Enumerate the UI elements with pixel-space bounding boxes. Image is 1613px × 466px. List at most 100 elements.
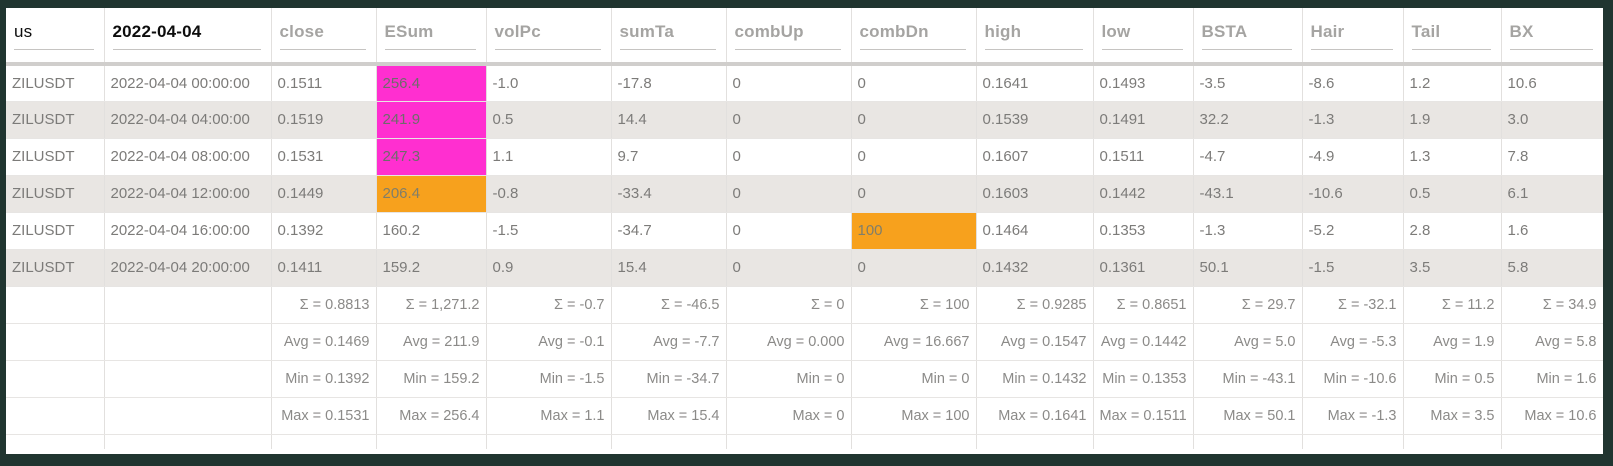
- grid-cell[interactable]: 9.7: [611, 138, 727, 176]
- grid-cell[interactable]: -34.7: [611, 212, 727, 250]
- column-header-combdn[interactable]: combDn: [851, 8, 977, 66]
- grid-cell[interactable]: 0.1511: [1093, 138, 1194, 176]
- grid-cell[interactable]: -1.3: [1193, 212, 1303, 250]
- grid-cell[interactable]: -1.5: [486, 212, 612, 250]
- grid-cell[interactable]: 2022-04-04 08:00:00: [104, 138, 272, 176]
- grid-cell[interactable]: 2022-04-04 12:00:00: [104, 175, 272, 213]
- grid-cell[interactable]: 1.9: [1403, 101, 1502, 139]
- grid-cell[interactable]: ZILUSDT: [6, 175, 105, 213]
- grid-cell[interactable]: -43.1: [1193, 175, 1303, 213]
- grid-cell[interactable]: -1.0: [486, 64, 612, 102]
- column-header-sumta[interactable]: sumTa: [611, 8, 727, 66]
- grid-cell-highlight-orange[interactable]: 100: [851, 212, 977, 250]
- grid-cell-highlight-magenta[interactable]: 247.3: [376, 138, 487, 176]
- grid-cell[interactable]: 0.1491: [1093, 101, 1194, 139]
- grid-cell[interactable]: 32.2: [1193, 101, 1303, 139]
- grid-cell[interactable]: -1.5: [1302, 249, 1404, 287]
- column-header-esum[interactable]: ESum: [376, 8, 487, 66]
- grid-cell-highlight-magenta[interactable]: 256.4: [376, 64, 487, 102]
- grid-cell[interactable]: 3.5: [1403, 249, 1502, 287]
- column-header-hair[interactable]: Hair: [1302, 8, 1404, 66]
- grid-cell[interactable]: 0: [726, 101, 852, 139]
- grid-cell[interactable]: 159.2: [376, 249, 487, 287]
- grid-cell[interactable]: ZILUSDT: [6, 212, 105, 250]
- grid-cell[interactable]: -4.9: [1302, 138, 1404, 176]
- grid-cell[interactable]: 3.0: [1501, 101, 1603, 139]
- grid-cell[interactable]: 0: [851, 249, 977, 287]
- grid-cell[interactable]: 0.1539: [976, 101, 1094, 139]
- grid-cell[interactable]: -0.8: [486, 175, 612, 213]
- grid-cell[interactable]: ZILUSDT: [6, 101, 105, 139]
- grid-cell[interactable]: 5.8: [1501, 249, 1603, 287]
- grid-cell[interactable]: -5.2: [1302, 212, 1404, 250]
- grid-cell[interactable]: 0.1353: [1093, 212, 1194, 250]
- grid-cell[interactable]: -3.5: [1193, 64, 1303, 102]
- grid-cell[interactable]: -8.6: [1302, 64, 1404, 102]
- column-header-combup[interactable]: combUp: [726, 8, 852, 66]
- grid-cell[interactable]: -33.4: [611, 175, 727, 213]
- grid-cell[interactable]: 0.1361: [1093, 249, 1194, 287]
- grid-cell[interactable]: 0: [851, 138, 977, 176]
- grid-cell[interactable]: 6.1: [1501, 175, 1603, 213]
- grid-cell[interactable]: 0: [726, 175, 852, 213]
- grid-cell[interactable]: -4.7: [1193, 138, 1303, 176]
- filter-header-us[interactable]: us: [6, 8, 105, 66]
- grid-cell[interactable]: 160.2: [376, 212, 487, 250]
- grid-cell[interactable]: 0.5: [486, 101, 612, 139]
- filter-input-value[interactable]: us: [14, 22, 33, 41]
- grid-cell[interactable]: -17.8: [611, 64, 727, 102]
- column-header-low[interactable]: low: [1093, 8, 1194, 66]
- grid-cell[interactable]: 1.2: [1403, 64, 1502, 102]
- grid-cell[interactable]: 14.4: [611, 101, 727, 139]
- grid-cell[interactable]: 10.6: [1501, 64, 1603, 102]
- grid-cell-highlight-orange[interactable]: 206.4: [376, 175, 487, 213]
- column-header-bsta[interactable]: BSTA: [1193, 8, 1303, 66]
- grid-cell[interactable]: 0.1603: [976, 175, 1094, 213]
- grid-cell[interactable]: 0: [726, 138, 852, 176]
- grid-cell[interactable]: ZILUSDT: [6, 64, 105, 102]
- column-header-high[interactable]: high: [976, 8, 1094, 66]
- column-header-volpc[interactable]: volPc: [486, 8, 612, 66]
- grid-cell[interactable]: 15.4: [611, 249, 727, 287]
- grid-cell[interactable]: 0.9: [486, 249, 612, 287]
- grid-cell[interactable]: -1.3: [1302, 101, 1404, 139]
- grid-cell[interactable]: 50.1: [1193, 249, 1303, 287]
- grid-cell[interactable]: 0.1641: [976, 64, 1094, 102]
- grid-cell[interactable]: 2022-04-04 04:00:00: [104, 101, 272, 139]
- filter-input-value[interactable]: 2022-04-04: [112, 22, 202, 41]
- grid-cell[interactable]: 0.1519: [271, 101, 377, 139]
- grid-cell[interactable]: 2022-04-04 20:00:00: [104, 249, 272, 287]
- grid-cell[interactable]: 7.8: [1501, 138, 1603, 176]
- grid-cell[interactable]: 0.1511: [271, 64, 377, 102]
- grid-cell[interactable]: ZILUSDT: [6, 249, 105, 287]
- grid-cell[interactable]: 2.8: [1403, 212, 1502, 250]
- grid-cell[interactable]: 1.1: [486, 138, 612, 176]
- grid-cell[interactable]: 0.1392: [271, 212, 377, 250]
- column-header-close[interactable]: close: [271, 8, 377, 66]
- grid-cell[interactable]: 0.1442: [1093, 175, 1194, 213]
- grid-cell[interactable]: 0.1607: [976, 138, 1094, 176]
- grid-cell[interactable]: 1.6: [1501, 212, 1603, 250]
- column-header-bx[interactable]: BX: [1501, 8, 1603, 66]
- grid-cell[interactable]: 0: [726, 249, 852, 287]
- grid-cell[interactable]: 0.1449: [271, 175, 377, 213]
- grid-cell[interactable]: 0.1432: [976, 249, 1094, 287]
- grid-cell[interactable]: 0.5: [1403, 175, 1502, 213]
- grid-cell[interactable]: 0.1531: [271, 138, 377, 176]
- grid-cell[interactable]: 0.1464: [976, 212, 1094, 250]
- grid-cell[interactable]: -10.6: [1302, 175, 1404, 213]
- grid-cell[interactable]: 2022-04-04 16:00:00: [104, 212, 272, 250]
- grid-cell[interactable]: 0: [851, 175, 977, 213]
- grid-cell[interactable]: 0: [851, 64, 977, 102]
- grid-cell[interactable]: 0: [726, 64, 852, 102]
- grid-cell[interactable]: 1.3: [1403, 138, 1502, 176]
- grid-cell[interactable]: 0: [851, 101, 977, 139]
- grid-cell[interactable]: ZILUSDT: [6, 138, 105, 176]
- grid-cell-highlight-magenta[interactable]: 241.9: [376, 101, 487, 139]
- grid-cell[interactable]: 0: [726, 212, 852, 250]
- column-header-tail[interactable]: Tail: [1403, 8, 1502, 66]
- grid-cell[interactable]: 0.1411: [271, 249, 377, 287]
- grid-cell[interactable]: 0.1493: [1093, 64, 1194, 102]
- grid-cell[interactable]: 2022-04-04 00:00:00: [104, 64, 272, 102]
- filter-header-2022-04-04[interactable]: 2022-04-04: [104, 8, 272, 66]
